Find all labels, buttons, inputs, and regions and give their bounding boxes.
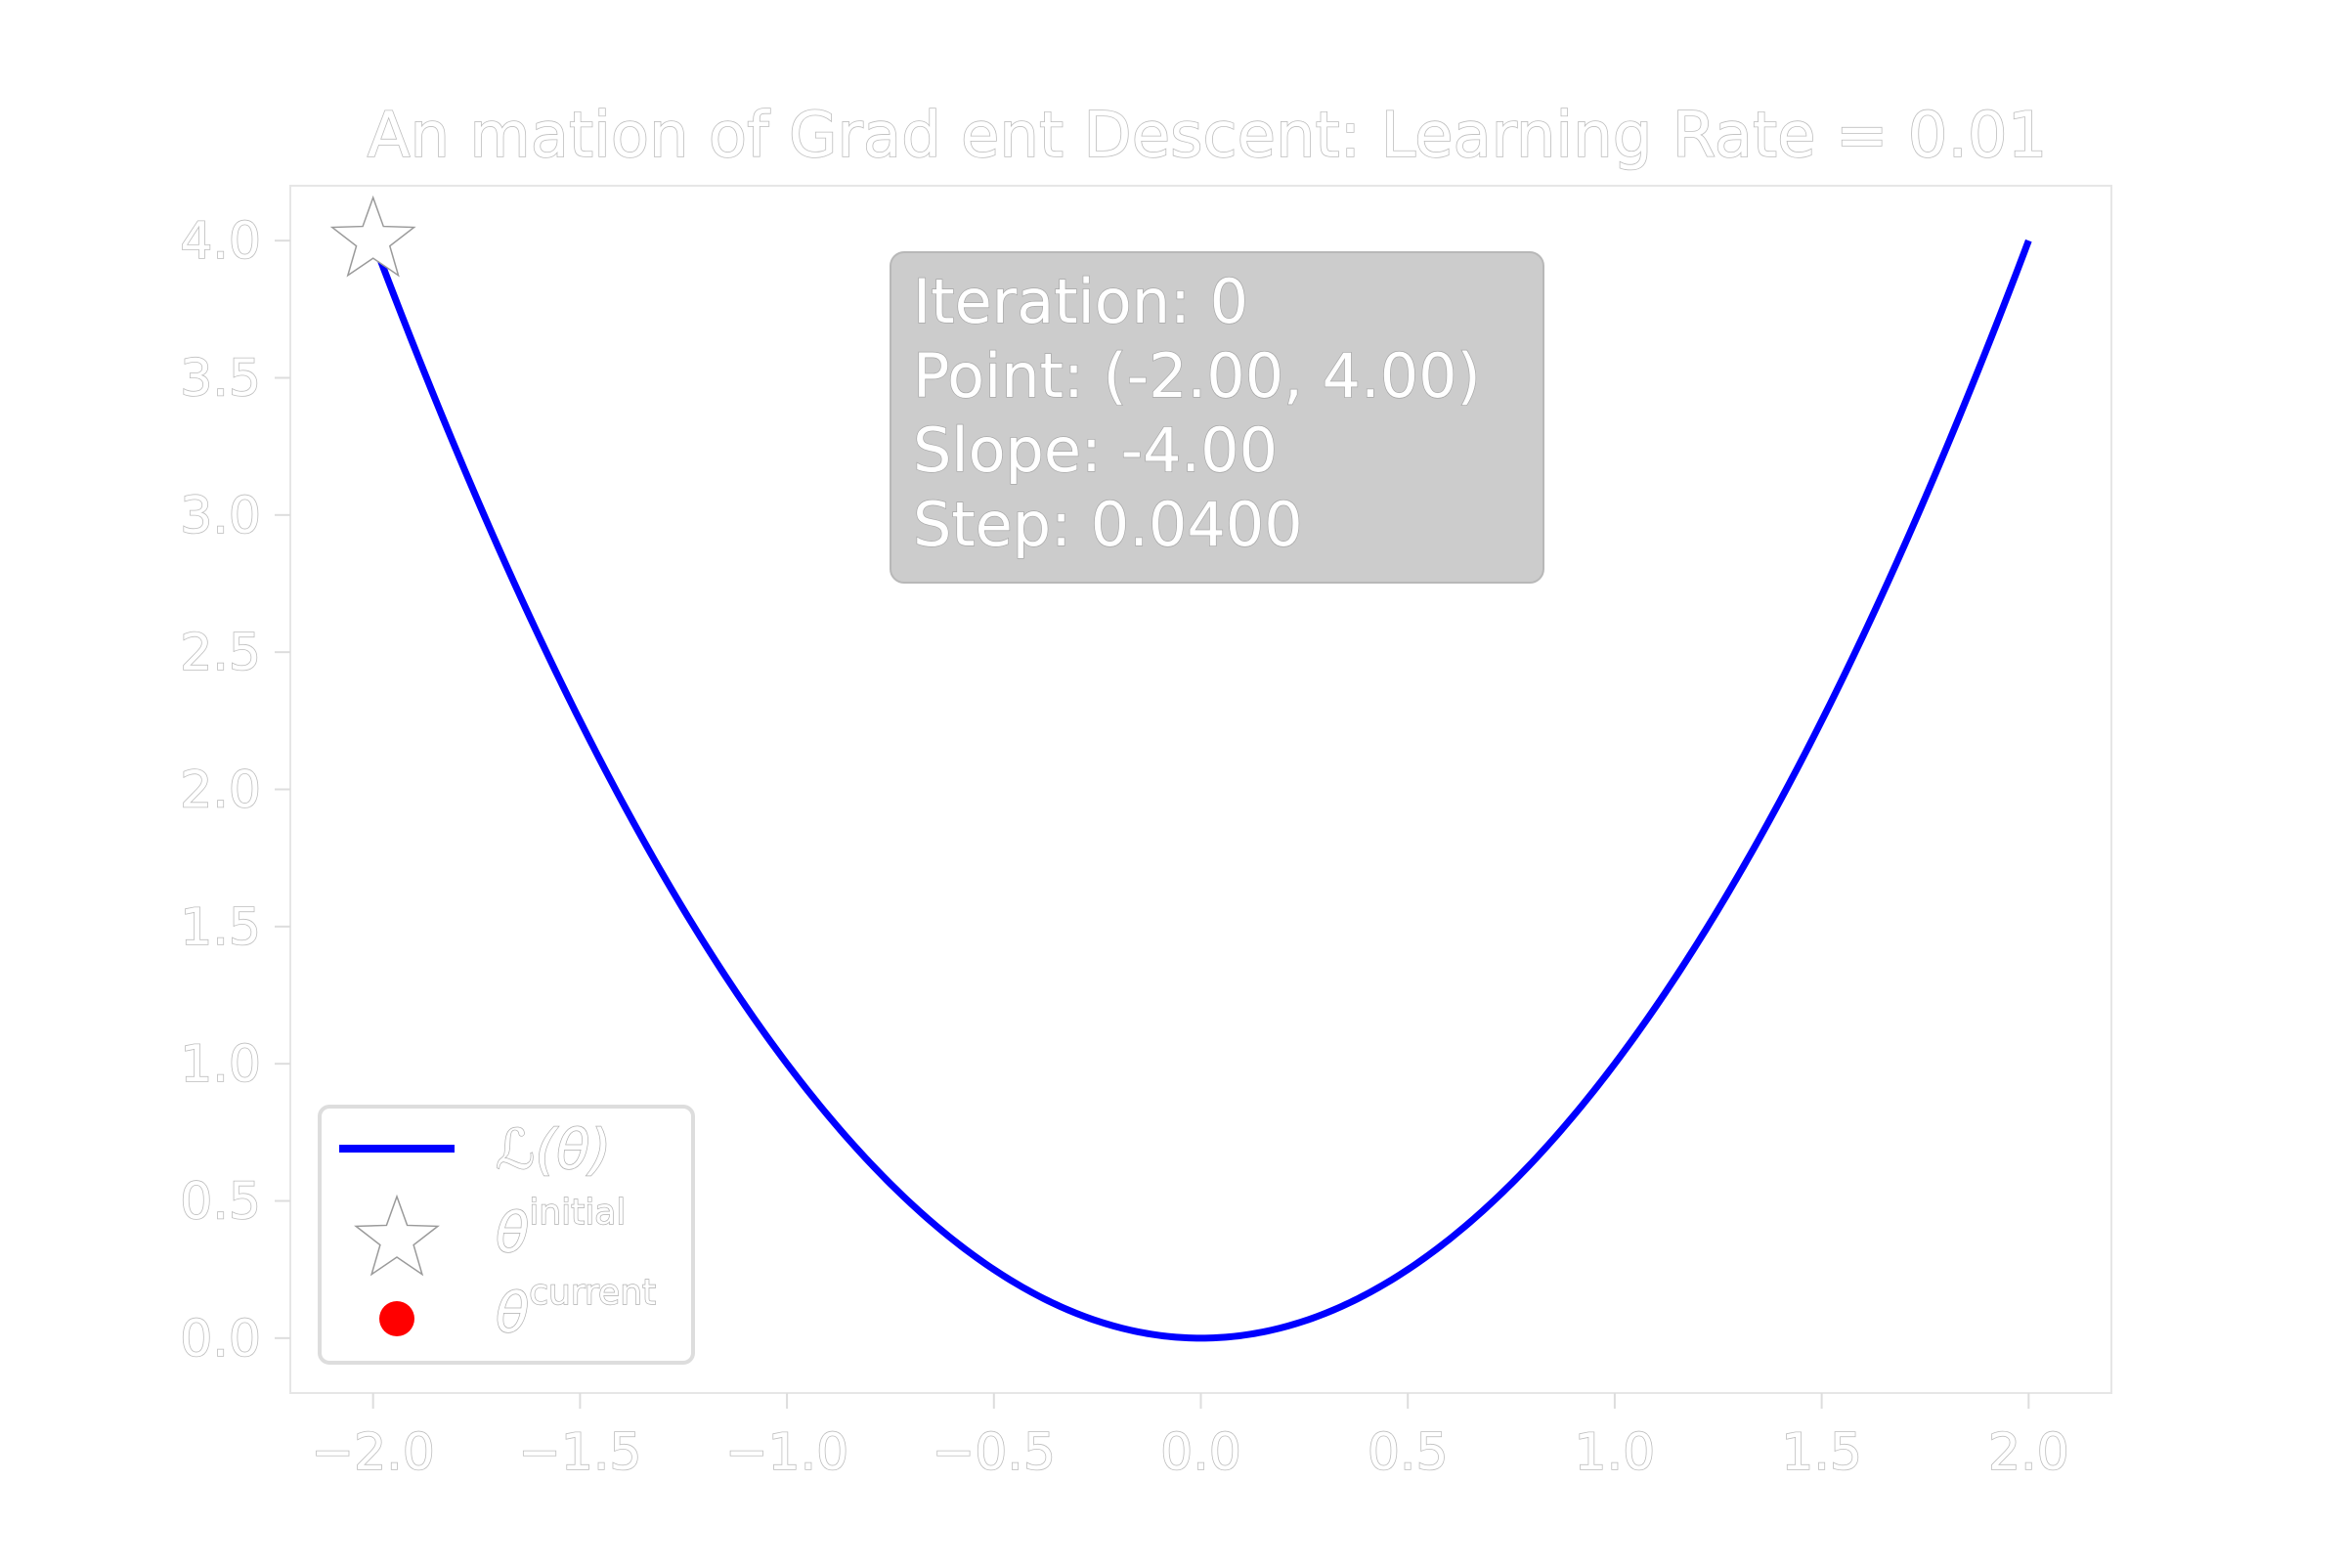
legend-frame <box>318 1105 695 1365</box>
y-tick-label: 4.0 <box>180 212 261 271</box>
legend-initial-theta: θ <box>496 1201 529 1265</box>
legend-current-sup: current <box>529 1273 656 1313</box>
chart-title: An mation of Grad ent Descent: Learning … <box>368 100 2048 172</box>
y-tick-label: 2.5 <box>180 624 261 682</box>
y-tick-label: 2.0 <box>180 762 261 820</box>
info-box: Iteration: 0 Point: (-2.00, 4.00) Slope:… <box>890 251 1544 584</box>
initial-point-star-marker <box>329 195 416 278</box>
legend-label-loss: ℒ(θ) <box>496 1118 611 1182</box>
x-tick-label: −1.0 <box>725 1423 848 1482</box>
y-tick-label: 1.5 <box>180 898 261 957</box>
x-tick-label: −1.5 <box>518 1423 641 1482</box>
x-tick-label: 0.0 <box>1160 1423 1241 1482</box>
y-tick-label: 3.0 <box>180 487 261 545</box>
info-slope: Slope: -4.00 <box>913 414 1278 486</box>
x-tick-label: 0.5 <box>1368 1423 1449 1482</box>
y-tick-label: 3.5 <box>180 349 261 408</box>
x-tick-label: −0.5 <box>933 1423 1056 1482</box>
axes-group: −2.0 −1.5 −1.0 −0.5 0.0 0.5 1.0 1.5 2.0 0.0 0.5 1.0… <box>179 211 2069 1482</box>
legend-label-current: θcurrent <box>496 1273 656 1345</box>
info-box-background <box>890 251 1544 584</box>
markers-layer <box>329 195 416 278</box>
x-tick-label: 2.0 <box>1988 1423 2069 1482</box>
info-point: Point: (-2.00, 4.00) <box>913 340 1481 412</box>
info-iteration: Iteration: 0 <box>913 266 1248 337</box>
y-tick-label: 1.0 <box>180 1035 261 1094</box>
x-tick-label: −2.0 <box>312 1423 435 1482</box>
x-tick-label: 1.0 <box>1575 1423 1656 1482</box>
legend-label-initial: θinitial <box>496 1193 626 1265</box>
x-tick-label: 1.5 <box>1781 1423 1862 1482</box>
legend-initial-sup: initial <box>529 1193 626 1233</box>
legend-star-swatch <box>354 1194 440 1277</box>
legend-current-theta: θ <box>496 1282 529 1345</box>
loss-curve-line <box>369 239 2032 1342</box>
series-layer <box>369 239 2032 1342</box>
info-step: Step: 0.0400 <box>913 489 1303 560</box>
y-tick-label: 0.5 <box>180 1173 261 1232</box>
legend-circle-swatch <box>379 1301 414 1336</box>
legend: ℒ(θ) θinitial θcurrent <box>318 1105 695 1365</box>
y-tick-label: 0.0 <box>180 1310 261 1369</box>
